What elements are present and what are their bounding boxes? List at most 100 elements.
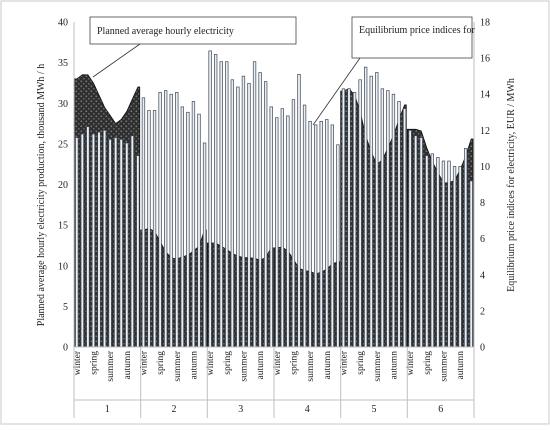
left-tick-label: 20 (58, 180, 68, 191)
price-bar-g3-9 (252, 61, 257, 348)
season-label: spring (356, 351, 366, 375)
price-bar-g2-12 (202, 142, 207, 348)
season-label: spring (423, 351, 433, 375)
price-bar-g6-10 (458, 166, 462, 348)
season-label: autumn (456, 351, 466, 380)
right-tick-label: 10 (480, 162, 490, 173)
price-bars-layer (75, 50, 473, 348)
season-label: autumn (123, 351, 133, 380)
callout-box-production (89, 16, 297, 45)
price-bar-g2-4 (158, 92, 162, 348)
price-bar-g6-2 (414, 135, 418, 348)
left-tick-label: 15 (58, 221, 68, 232)
price-bar-g3-5 (230, 79, 234, 348)
callout-leader-price (312, 57, 361, 126)
price-bar-g3-12 (269, 106, 273, 348)
price-bar-g1-6 (102, 129, 107, 348)
season-label: summer (373, 350, 383, 381)
price-bar-g2-3 (152, 110, 157, 348)
group-label: 4 (305, 404, 310, 415)
price-bar-g6-1 (408, 129, 412, 348)
group-label: 3 (238, 404, 243, 415)
price-bar-g1-10 (125, 142, 129, 348)
price-bar-g5-12 (402, 108, 407, 348)
price-bar-g5-6 (369, 75, 373, 348)
price-bar-g2-5 (164, 90, 168, 348)
price-bar-g6-3 (419, 137, 423, 348)
price-bar-g3-7 (241, 75, 246, 348)
price-bar-g1-9 (119, 139, 123, 348)
season-label: summer (239, 350, 249, 381)
price-bar-g6-12 (469, 180, 473, 348)
left-tick-label: 30 (58, 99, 68, 110)
price-bar-g5-8 (380, 88, 384, 348)
price-bar-g2-9 (186, 111, 190, 348)
group-label: 5 (372, 404, 377, 415)
price-bar-g4-4 (291, 99, 296, 348)
callout-box-price (351, 16, 473, 59)
price-bar-g2-11 (197, 113, 201, 348)
right-tick-label: 12 (480, 126, 490, 137)
price-bar-g4-9 (319, 120, 323, 348)
price-bar-g5-9 (386, 90, 390, 348)
price-bar-g5-5 (364, 66, 368, 348)
price-bar-g2-10 (191, 101, 196, 348)
production-area-group-1 (73, 74, 141, 348)
price-bar-g4-1 (275, 117, 279, 348)
price-bar-g6-5 (430, 153, 434, 348)
production-area-layer (73, 74, 474, 348)
season-label: winter (339, 350, 349, 375)
price-bar-g1-3 (86, 126, 90, 348)
right-tick-label: 8 (480, 198, 485, 209)
season-label: summer (306, 350, 316, 381)
price-bar-g6-9 (452, 166, 457, 348)
right-axis-title: Equilibrium price indices for electricit… (506, 78, 517, 292)
price-bar-g4-7 (308, 120, 312, 348)
price-bar-g6-6 (436, 157, 440, 348)
price-bar-g3-4 (225, 61, 229, 348)
price-bar-g3-1 (208, 50, 212, 348)
right-tick-label: 2 (480, 306, 485, 317)
callout-text-price: Equilibrium price indices for (359, 25, 475, 36)
price-bar-g4-8 (314, 124, 318, 348)
season-label: winter (206, 350, 216, 375)
group-label: 2 (172, 404, 177, 415)
price-bar-g5-3 (352, 92, 357, 348)
season-label: spring (223, 351, 233, 375)
price-bar-g3-8 (247, 83, 251, 348)
price-bar-g5-11 (397, 101, 401, 348)
right-tick-label: 14 (480, 90, 490, 101)
price-bar-g2-6 (169, 93, 173, 348)
price-bar-g4-5 (297, 74, 301, 348)
season-label: winter (73, 350, 83, 375)
price-bar-g2-1 (141, 97, 146, 348)
season-label: spring (289, 351, 299, 375)
price-bar-g6-4 (425, 155, 429, 348)
season-label: autumn (189, 351, 199, 380)
left-tick-label: 25 (58, 139, 68, 150)
callout-text-production: Planned average hourly electricity (97, 26, 234, 37)
right-tick-label: 4 (480, 270, 485, 281)
price-bar-g6-11 (464, 148, 468, 348)
price-bar-g5-2 (347, 88, 351, 348)
price-bar-g3-3 (219, 61, 223, 348)
price-bar-g3-6 (236, 86, 240, 348)
price-bar-g1-4 (91, 133, 96, 348)
left-tick-label: 40 (58, 18, 68, 29)
right-tick-label: 0 (480, 343, 485, 354)
price-bar-g6-8 (447, 160, 451, 348)
left-tick-label: 5 (63, 302, 68, 313)
price-bar-g6-7 (441, 160, 446, 348)
price-bar-g1-8 (114, 137, 118, 348)
season-label: spring (89, 351, 99, 375)
group-label: 1 (105, 404, 110, 415)
price-bar-g4-6 (302, 104, 307, 348)
price-bar-g3-11 (264, 81, 268, 348)
price-bar-g4-2 (280, 108, 284, 348)
price-bar-g5-7 (375, 72, 379, 348)
right-tick-label: 18 (480, 18, 490, 29)
price-bar-g1-1 (75, 137, 79, 348)
